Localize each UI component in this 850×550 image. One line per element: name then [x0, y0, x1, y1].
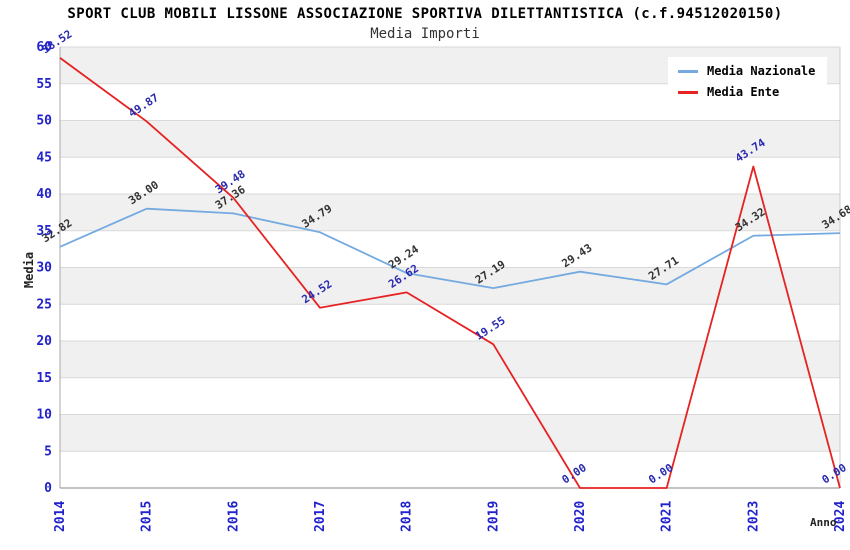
y-tick-label: 25 — [36, 297, 52, 312]
y-tick-label: 30 — [36, 261, 52, 276]
x-tick-label: 2018 — [400, 501, 415, 532]
y-axis-title: Media — [22, 251, 36, 289]
value-label: 49.87 — [126, 91, 161, 120]
y-tick-label: 45 — [36, 150, 52, 165]
x-axis-title: Anno — [810, 516, 837, 529]
x-tick-label: 2020 — [573, 501, 588, 532]
x-tick-label: 2015 — [140, 501, 155, 532]
y-tick-label: 50 — [36, 114, 52, 129]
y-tick-label: 40 — [36, 187, 52, 202]
y-tick-label: 10 — [36, 408, 52, 423]
value-label: 0.00 — [820, 461, 849, 486]
value-label: 0.00 — [646, 461, 675, 486]
x-tick-label: 2024 — [833, 501, 848, 532]
x-tick-label: 2023 — [746, 501, 761, 532]
y-tick-label: 5 — [44, 444, 52, 459]
legend-item-media-ente: Media Ente — [678, 85, 815, 99]
value-label: 19.55 — [473, 314, 508, 343]
legend-label-media-nazionale: Media Nazionale — [707, 64, 816, 78]
y-tick-label: 55 — [36, 77, 52, 92]
legend: Media Nazionale Media Ente — [668, 57, 828, 106]
y-tick-label: 15 — [36, 371, 52, 386]
y-tick-label: 60 — [36, 40, 52, 55]
x-tick-label: 2017 — [313, 501, 328, 532]
legend-item-media-nazionale: Media Nazionale — [678, 64, 815, 78]
value-label: 0.00 — [560, 461, 589, 486]
media-nazionale-line-swatch-icon — [678, 69, 698, 73]
x-tick-label: 2014 — [53, 501, 68, 532]
y-tick-label: 0 — [44, 481, 52, 496]
chart-title: SPORT CLUB MOBILI LISSONE ASSOCIAZIONE S… — [67, 6, 783, 22]
chart-subtitle: Media Importi — [370, 26, 480, 42]
x-tick-label: 2021 — [660, 501, 675, 532]
legend-label-media-ente: Media Ente — [707, 85, 780, 99]
media-ente-line-swatch-icon — [678, 90, 698, 94]
value-label: 29.43 — [560, 241, 595, 270]
x-tick-label: 2019 — [486, 501, 501, 532]
y-tick-label: 20 — [36, 334, 52, 349]
y-tick-label: 35 — [36, 224, 52, 239]
x-tick-label: 2016 — [226, 501, 241, 532]
